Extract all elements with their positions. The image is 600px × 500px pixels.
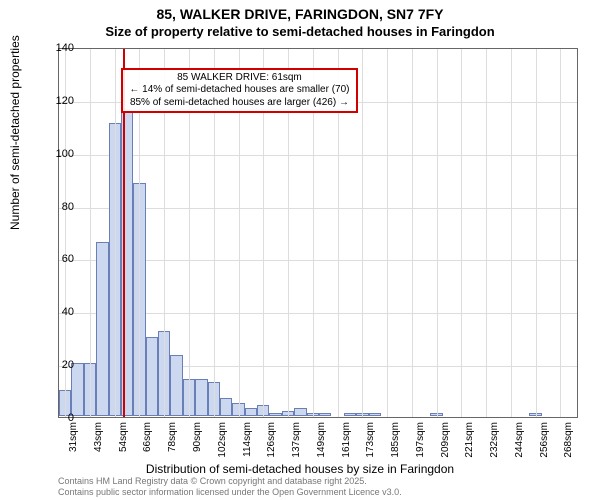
gridline-v <box>412 49 413 417</box>
ytick-label: 140 <box>34 42 74 54</box>
histogram-bar <box>319 413 331 416</box>
xtick-label: 232sqm <box>489 422 500 458</box>
histogram-bar <box>96 242 108 416</box>
xtick-label: 31sqm <box>68 422 79 452</box>
gridline-v <box>362 49 363 417</box>
annotation-box: 85 WALKER DRIVE: 61sqm← 14% of semi-deta… <box>121 68 357 114</box>
gridline-v <box>115 49 116 417</box>
gridline-v <box>437 49 438 417</box>
gridline-v <box>387 49 388 417</box>
xtick-label: 209sqm <box>440 422 451 458</box>
title-sub: Size of property relative to semi-detach… <box>0 24 600 39</box>
xtick-label: 244sqm <box>514 422 525 458</box>
gridline-v <box>486 49 487 417</box>
xtick-label: 161sqm <box>341 422 352 458</box>
gridline-v <box>461 49 462 417</box>
histogram-bar <box>146 337 158 416</box>
xtick-label: 149sqm <box>316 422 327 458</box>
histogram-bar <box>170 355 182 416</box>
histogram-bar <box>344 413 356 416</box>
xtick-label: 66sqm <box>142 422 153 452</box>
xtick-label: 221sqm <box>464 422 475 458</box>
title-block: 85, WALKER DRIVE, FARINGDON, SN7 7FY Siz… <box>0 0 600 39</box>
histogram-bar <box>269 413 281 416</box>
gridline-h <box>59 155 577 156</box>
footer-line1: Contains HM Land Registry data © Crown c… <box>58 476 402 487</box>
annotation-line: 85 WALKER DRIVE: 61sqm <box>129 72 349 85</box>
xtick-label: 185sqm <box>390 422 401 458</box>
annotation-line: 85% of semi-detached houses are larger (… <box>129 97 349 110</box>
y-axis-label: Number of semi-detached properties <box>8 35 22 230</box>
xtick-label: 43sqm <box>93 422 104 452</box>
gridline-v <box>560 49 561 417</box>
histogram-bar <box>195 379 207 416</box>
xtick-label: 173sqm <box>365 422 376 458</box>
chart-area: 85 WALKER DRIVE: 61sqm← 14% of semi-deta… <box>58 48 578 418</box>
ytick-label: 100 <box>34 148 74 160</box>
xtick-label: 197sqm <box>415 422 426 458</box>
plot-region: 85 WALKER DRIVE: 61sqm← 14% of semi-deta… <box>58 48 578 418</box>
xtick-label: 114sqm <box>242 422 253 457</box>
xtick-label: 268sqm <box>563 422 574 458</box>
footer: Contains HM Land Registry data © Crown c… <box>58 476 402 498</box>
xtick-label: 54sqm <box>118 422 129 452</box>
ytick-label: 40 <box>34 306 74 318</box>
gridline-v <box>536 49 537 417</box>
annotation-line: ← 14% of semi-detached houses are smalle… <box>129 84 349 97</box>
xtick-label: 90sqm <box>192 422 203 452</box>
title-main: 85, WALKER DRIVE, FARINGDON, SN7 7FY <box>0 6 600 22</box>
gridline-v <box>90 49 91 417</box>
xtick-label: 137sqm <box>291 422 302 458</box>
x-axis-label: Distribution of semi-detached houses by … <box>0 462 600 476</box>
ytick-label: 60 <box>34 253 74 265</box>
xtick-label: 78sqm <box>167 422 178 452</box>
ytick-label: 120 <box>34 95 74 107</box>
ytick-label: 80 <box>34 201 74 213</box>
histogram-bar <box>220 398 232 417</box>
footer-line2: Contains public sector information licen… <box>58 487 402 498</box>
xtick-label: 102sqm <box>217 422 228 458</box>
gridline-v <box>511 49 512 417</box>
histogram-bar <box>245 408 257 416</box>
ytick-label: 20 <box>34 359 74 371</box>
xtick-label: 256sqm <box>539 422 550 458</box>
xtick-label: 126sqm <box>266 422 277 458</box>
histogram-bar <box>369 413 381 416</box>
histogram-bar <box>294 408 306 416</box>
